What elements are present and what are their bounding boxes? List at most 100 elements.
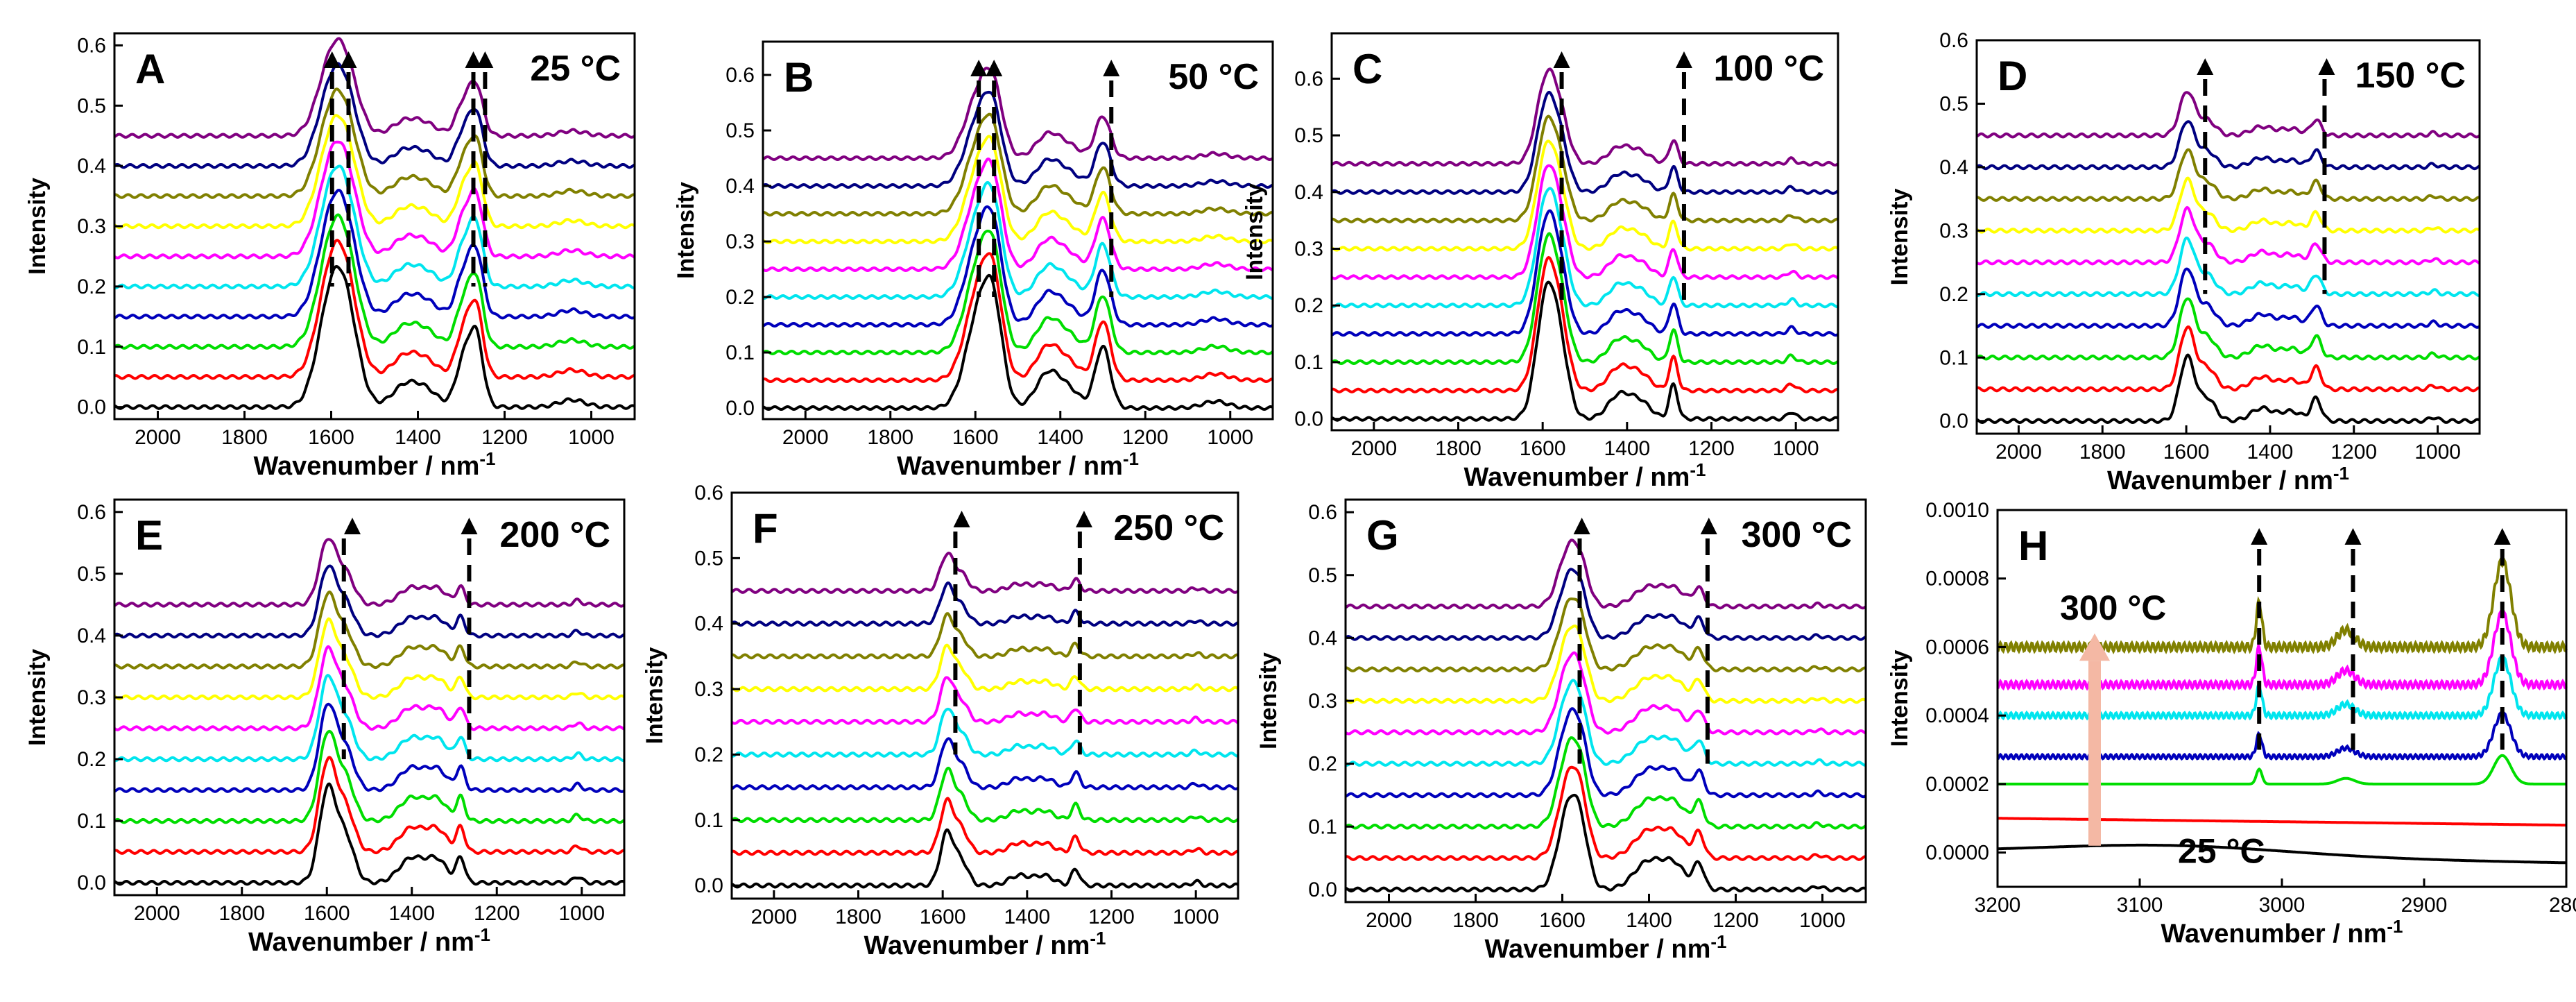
panel-A: 0.0 0.1 0.2 0.3 0.4 0.5 0.6 2000 1800 1600 1400 120… <box>24 32 636 481</box>
y-tick-label: 0.4 <box>725 175 755 198</box>
spectrum-line <box>731 797 1239 856</box>
x-axis-label-exponent: -1 <box>1710 931 1726 952</box>
y-axis-label: Intensity <box>1887 189 1913 286</box>
panel-D: 0.0 0.1 0.2 0.3 0.4 0.5 0.6 2000 1800 1600 1400 120… <box>1887 29 2481 495</box>
x-tick-label: 1400 <box>388 902 435 925</box>
spectrum-line <box>1975 91 2481 139</box>
y-tick-label: 0.3 <box>694 678 723 701</box>
spectrum-line <box>114 114 636 230</box>
triangle-marker <box>2344 528 2362 545</box>
y-tick-label: 0.3 <box>1939 219 1968 242</box>
y-tick-label: 0.2 <box>694 743 723 766</box>
x-tick-label: 1200 <box>1088 906 1135 928</box>
x-axis-label: Wavenumber / nm-1 <box>253 448 495 481</box>
axes-frame <box>1996 509 2568 888</box>
x-tick-label: 1000 <box>1773 437 1819 460</box>
spectrum-line <box>114 239 635 380</box>
spectrum-line <box>1330 232 1839 366</box>
y-tick-label: 0.6 <box>694 482 723 504</box>
y-tick-label: 0.2 <box>1308 753 1337 776</box>
spectrum-line <box>1976 236 2480 298</box>
x-axis-label: Wavenumber / nm-1 <box>2107 463 2349 495</box>
x-axis-label-exponent: -1 <box>479 448 495 469</box>
triangle-marker <box>1573 518 1590 534</box>
triangle-marker <box>476 51 494 68</box>
x-axis-label-exponent: -1 <box>1090 928 1106 949</box>
x-tick-label: 1000 <box>2414 441 2461 464</box>
spectrum-line <box>1998 843 2566 865</box>
x-tick-label: 1400 <box>1626 909 1672 932</box>
spectrum-line <box>114 782 626 886</box>
triangle-marker <box>340 51 357 68</box>
axes-frame <box>1975 39 2481 435</box>
x-axis-label-exponent: -1 <box>474 924 490 945</box>
x-tick-label: 1000 <box>1173 906 1219 928</box>
x-axis-label-text: Wavenumber / nm <box>1463 463 1690 492</box>
x-tick-label: 1600 <box>952 426 999 449</box>
y-tick-label: 0.2 <box>1939 283 1968 306</box>
temperature-label: 25 °C <box>530 49 621 89</box>
x-tick-label: 1200 <box>1712 909 1759 932</box>
y-tick-label: 0.0 <box>77 872 106 894</box>
increase-arrow-head <box>2079 633 2110 661</box>
spectrum-line <box>1330 164 1839 280</box>
y-tick-label: 0.0 <box>1939 410 1968 433</box>
panel-letter: E <box>135 512 163 559</box>
triangle-marker <box>953 511 970 527</box>
panel-C: 0.0 0.1 0.2 0.3 0.4 0.5 0.6 2000 1800 1600 1400 120… <box>1242 32 1839 492</box>
x-axis-label: Wavenumber / nm-1 <box>864 928 1106 960</box>
triangle-marker <box>1103 60 1120 76</box>
panel-G: 0.0 0.1 0.2 0.3 0.4 0.5 0.6 2000 1800 1600 1400 120… <box>1255 498 1867 964</box>
spectrum-line <box>114 164 635 290</box>
y-tick-label: 0.1 <box>725 341 755 364</box>
x-axis-label-text: Wavenumber / nm <box>897 452 1123 481</box>
y-tick-label: 0.0 <box>1294 408 1323 431</box>
spectrum-line <box>1330 90 1839 195</box>
spectrum-line <box>1997 711 2568 761</box>
y-tick-label: 0.3 <box>725 230 755 253</box>
x-axis-label-text: Wavenumber / nm <box>2107 466 2333 495</box>
y-tick-label: 0.4 <box>1294 181 1323 204</box>
x-tick-label: 2000 <box>750 906 797 928</box>
spectrum-line <box>113 140 636 260</box>
spectrum-line <box>731 828 1239 889</box>
panel-letter: G <box>1366 512 1399 559</box>
spectrum-line <box>113 617 626 701</box>
y-tick-label: 0.2 <box>725 286 755 309</box>
spectrum-line <box>1344 736 1867 830</box>
x-axis-label-exponent: -1 <box>2387 916 2403 937</box>
x-tick-label: 1400 <box>2247 441 2294 464</box>
triangle-marker <box>2318 58 2335 75</box>
spectrum-line <box>114 264 636 410</box>
x-tick-label: 2000 <box>135 426 181 449</box>
spectrum-line <box>1344 538 1867 610</box>
y-tick-label: 0.3 <box>1308 690 1337 713</box>
x-axis-label-text: Wavenumber / nm <box>253 452 479 481</box>
x-tick-label: 1400 <box>1037 426 1083 449</box>
y-tick-label: 0.0000 <box>1925 842 1989 865</box>
x-tick-label: 1600 <box>1520 437 1566 460</box>
spectrum-line <box>1976 267 2481 329</box>
y-tick-label: 0.0 <box>694 874 723 897</box>
y-axis-label: Intensity <box>1242 183 1268 280</box>
x-tick-label: 1600 <box>2163 441 2210 464</box>
y-tick-label: 0.6 <box>1308 501 1337 524</box>
y-tick-label: 0.0 <box>725 397 755 420</box>
x-tick-label: 1800 <box>221 426 268 449</box>
panel-letter: A <box>135 46 165 92</box>
spectrum-line <box>113 62 636 169</box>
spectrum-line <box>731 707 1238 758</box>
x-tick-label: 1200 <box>1122 426 1169 449</box>
spectrum-line <box>1976 353 2481 425</box>
spectrum-line <box>1330 139 1839 252</box>
x-tick-label: 1200 <box>474 902 520 925</box>
y-tick-label: 0.4 <box>77 155 106 178</box>
spectrum-line <box>1975 297 2481 361</box>
spectrum-line <box>1976 325 2480 393</box>
y-tick-label: 0.1 <box>1294 351 1323 374</box>
y-tick-label: 0.5 <box>725 119 755 142</box>
x-axis-label: Wavenumber / nm-1 <box>1484 931 1726 964</box>
y-tick-label: 0.6 <box>1294 67 1323 90</box>
y-tick-label: 0.0 <box>1308 878 1337 901</box>
